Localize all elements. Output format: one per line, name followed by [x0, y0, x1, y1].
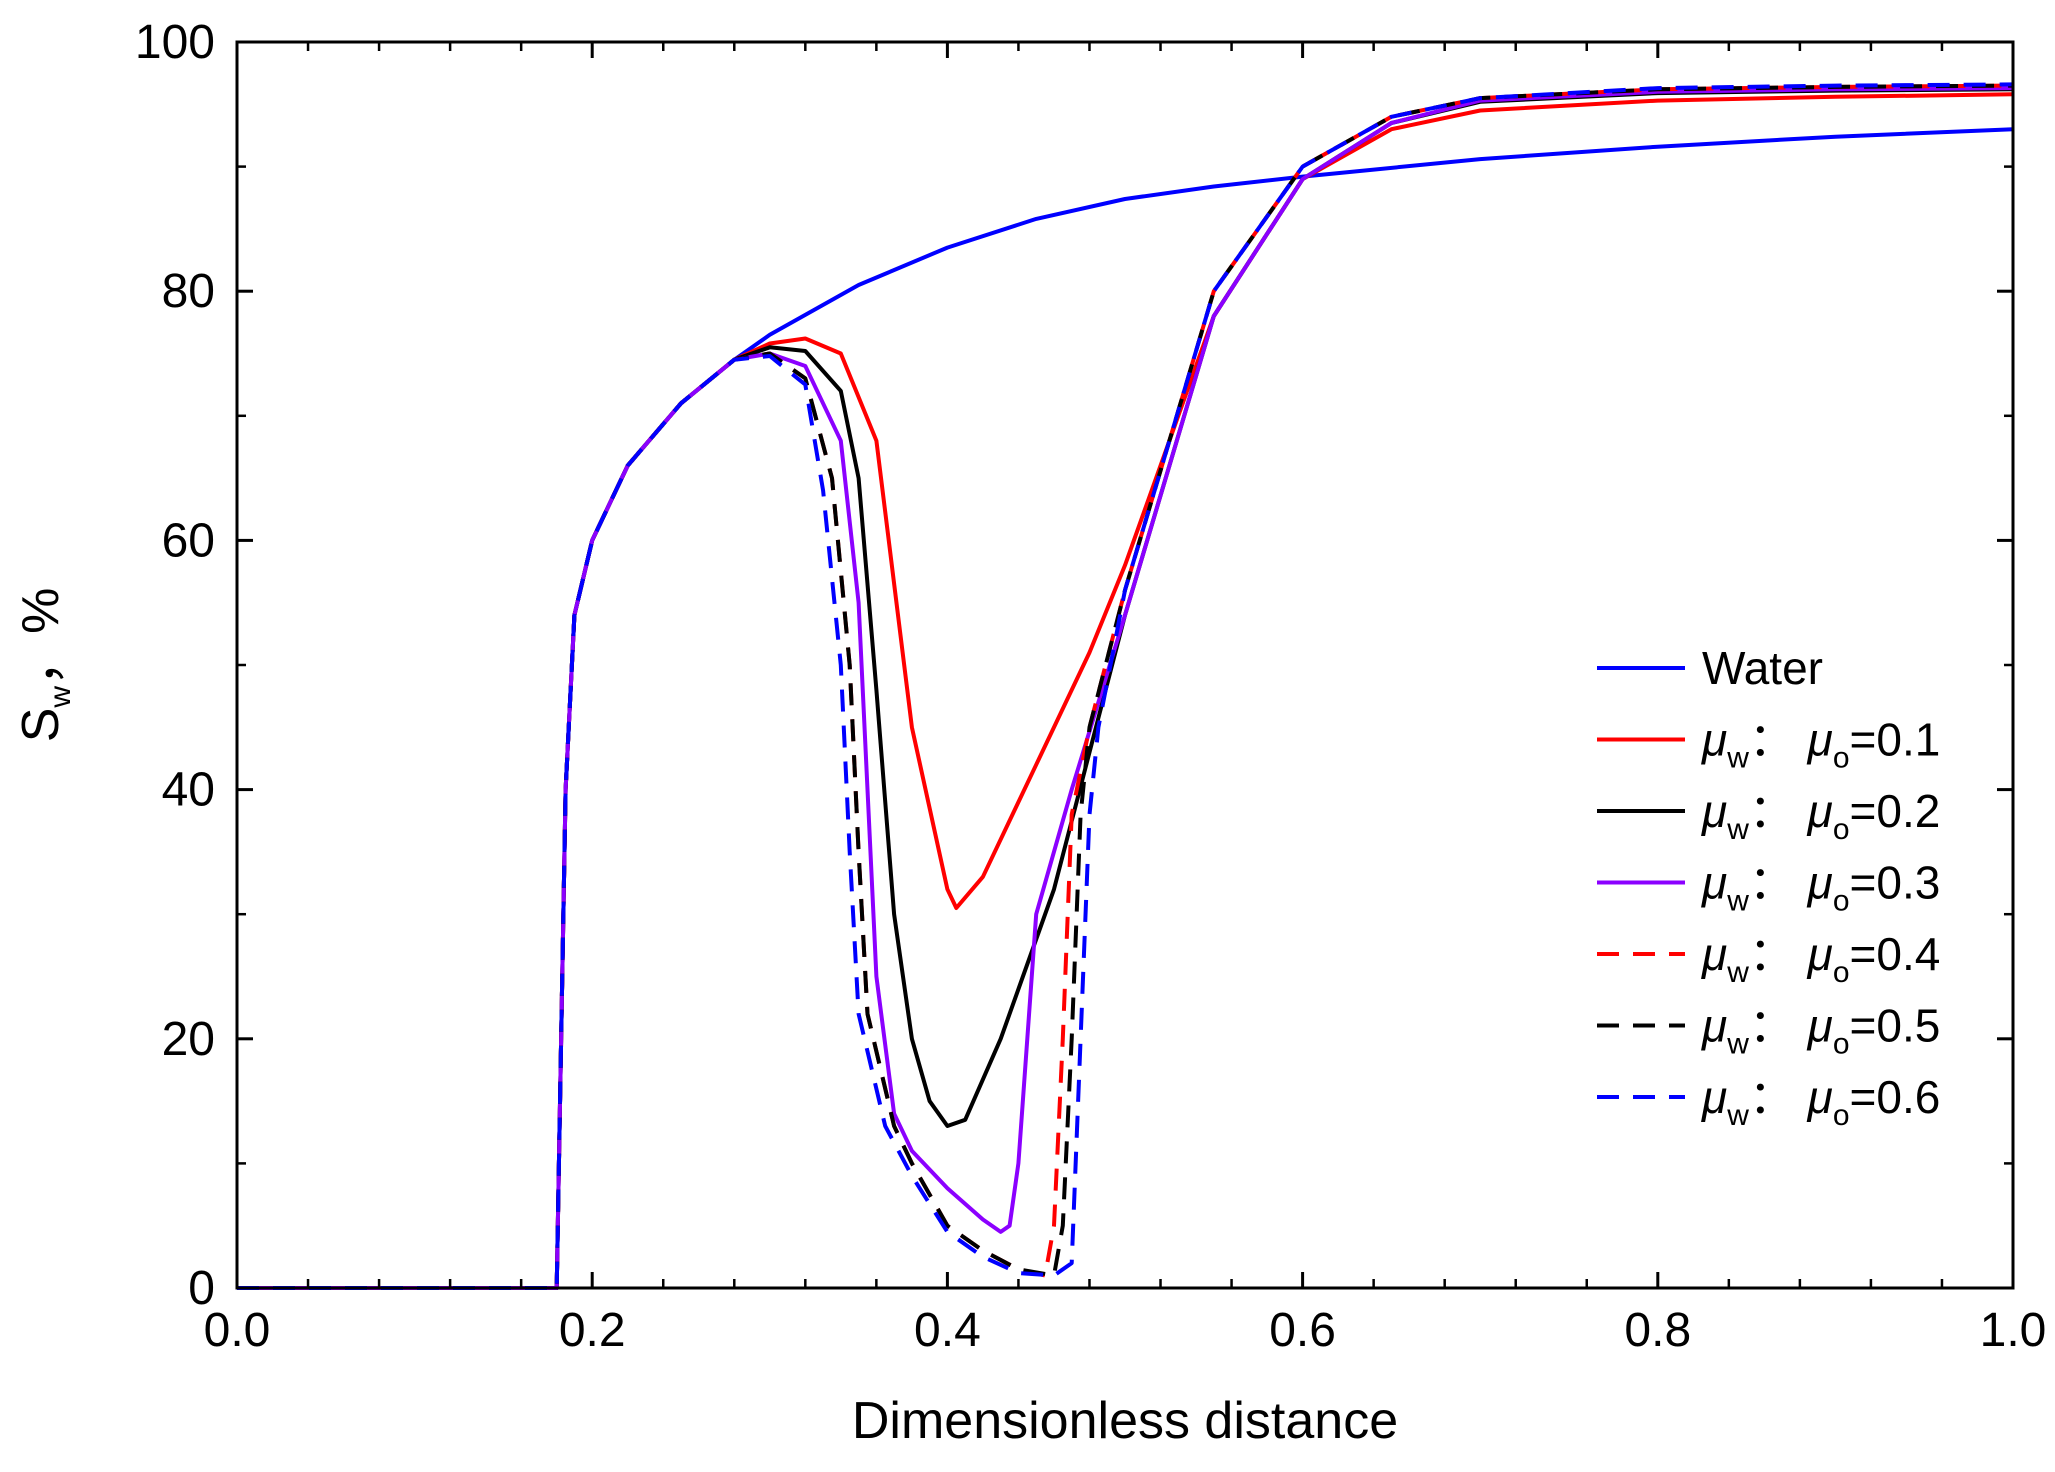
y-tick-label: 0 — [188, 1262, 215, 1315]
y-tick-label: 40 — [162, 764, 215, 817]
legend-item-6: μw： μo=0.5 — [1597, 1000, 1940, 1061]
legend-label: μw： μo=0.3 — [1701, 857, 1940, 918]
legend-label: μw： μo=0.5 — [1701, 1000, 1940, 1061]
y-tick-label: 100 — [135, 16, 215, 69]
x-tick-label: 0.2 — [559, 1304, 626, 1357]
x-tick-label: 1.0 — [1980, 1304, 2047, 1357]
y-axis-title: Sw，% — [12, 588, 77, 743]
y-tick-label: 80 — [162, 265, 215, 318]
legend-item-4: μw： μo=0.3 — [1597, 857, 1940, 918]
legend-label: μw： μo=0.4 — [1701, 928, 1940, 989]
series-layer — [237, 82, 2014, 1290]
y-tick-label: 60 — [162, 514, 215, 567]
y-tick-label: 20 — [162, 1013, 215, 1066]
x-tick-label: 0.4 — [914, 1304, 981, 1357]
y-axis-title-subscript: w — [44, 686, 77, 709]
x-tick-label: 0.6 — [1269, 1304, 1336, 1357]
x-tick-label: 0.0 — [204, 1304, 271, 1357]
legend-item-3: μw： μo=0.2 — [1597, 785, 1940, 846]
series-line-7 — [237, 82, 2014, 1290]
x-tick-label: 0.8 — [1624, 1304, 1691, 1357]
legend-item-7: μw： μo=0.6 — [1597, 1071, 1940, 1132]
legend-label: μw： μo=0.1 — [1701, 714, 1940, 775]
legend-label: μw： μo=0.2 — [1701, 785, 1940, 846]
legend-label: Water — [1702, 642, 1823, 694]
legend-label: μw： μo=0.6 — [1701, 1071, 1940, 1132]
legend: Water μw： μo=0.1 μw： μo=0.2 μw： μo=0.3 μw： μ… — [1597, 642, 1940, 1132]
legend-item-2: μw： μo=0.1 — [1597, 714, 1940, 775]
legend-item-1: Water — [1597, 642, 1823, 694]
legend-item-5: μw： μo=0.4 — [1597, 928, 1940, 989]
y-axis-title-main: S — [12, 708, 70, 743]
ticks-layer: 0.0 0.2 0.4 0.6 0.8 1.0 0 20 40 60 80 100 — [135, 16, 2046, 1357]
x-axis-title: Dimensionless distance — [852, 1392, 1398, 1450]
y-axis-title-unit: ，% — [12, 588, 70, 686]
